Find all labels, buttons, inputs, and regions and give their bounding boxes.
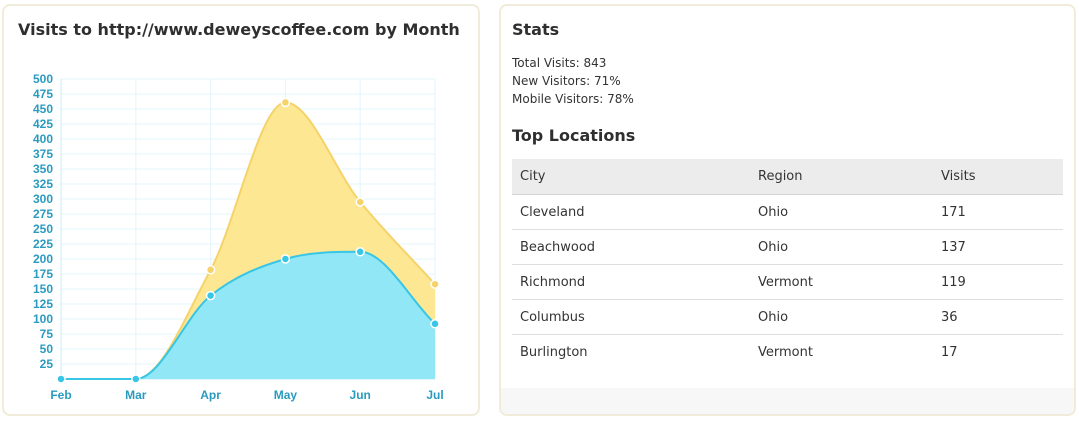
data-point[interactable] [430, 279, 440, 289]
data-point[interactable] [355, 247, 365, 257]
column-header-city: City [512, 159, 750, 195]
stats-card: Stats Total Visits: 843 New Visitors: 71… [499, 4, 1076, 416]
top-locations-title: Top Locations [512, 126, 636, 145]
y-tick-label: 500 [33, 72, 53, 86]
stats-card-footer [501, 388, 1074, 414]
city-cell: Richmond [512, 264, 750, 300]
region-cell: Ohio [750, 229, 933, 265]
y-tick-label: 375 [33, 147, 53, 161]
city-cell: Columbus [512, 299, 750, 335]
x-tick-label: Jun [350, 388, 371, 402]
y-tick-label: 125 [33, 297, 53, 311]
x-tick-label: Apr [200, 388, 221, 402]
region-cell: Vermont [758, 344, 813, 360]
y-tick-label: 150 [33, 282, 53, 296]
data-point[interactable] [131, 374, 141, 384]
table-header-row: City Region Visits [512, 159, 1063, 195]
total-visits-stat: Total Visits: 843 [512, 56, 607, 70]
y-tick-label: 250 [33, 222, 53, 236]
data-point[interactable] [355, 197, 365, 207]
y-tick-label: 450 [33, 102, 53, 116]
data-point[interactable] [280, 254, 291, 264]
table-row: Columbus Ohio 36 [512, 299, 1063, 335]
column-header-visits: Visits [933, 159, 1063, 195]
visits-cell: 17 [941, 344, 958, 360]
y-tick-label: 475 [33, 87, 53, 101]
data-point[interactable] [430, 319, 440, 329]
y-tick-label: 400 [33, 132, 53, 146]
visits-cell: 137 [933, 229, 1063, 265]
stats-title: Stats [512, 20, 560, 39]
city-cell: Beachwood [512, 229, 750, 265]
region-cell: Ohio [750, 194, 933, 230]
x-tick-label: Mar [125, 388, 147, 402]
city-cell: Cleveland [512, 194, 750, 230]
region-cell: Ohio [750, 299, 933, 335]
y-tick-label: 175 [33, 267, 53, 281]
x-tick-label: Feb [50, 388, 71, 402]
y-tick-label: 350 [33, 162, 53, 176]
y-tick-label: 75 [40, 327, 54, 341]
column-header-region: Region [750, 159, 933, 195]
table-row: Richmond Vermont 119 [512, 264, 1063, 300]
data-point[interactable] [205, 265, 216, 275]
y-tick-label: 50 [40, 342, 54, 356]
visits-cell: 36 [933, 299, 1063, 335]
data-point[interactable] [56, 374, 66, 384]
y-tick-label: 275 [33, 207, 53, 221]
mobile-visitors-stat: Mobile Visitors: 78% [512, 92, 634, 106]
y-tick-label: 425 [33, 117, 53, 131]
visits-chart-card: Visits to http://www.deweyscoffee.com by… [2, 4, 480, 416]
visits-area-chart: 2550751001251501752002252502753003253503… [33, 72, 444, 402]
y-tick-label: 300 [33, 192, 53, 206]
y-tick-label: 100 [33, 312, 53, 326]
y-tick-label: 25 [40, 357, 54, 371]
y-tick-label: 325 [33, 177, 53, 191]
series-area-1 [61, 251, 435, 379]
data-point[interactable] [205, 290, 216, 301]
new-visitors-stat: New Visitors: 71% [512, 74, 621, 88]
x-tick-label: Jul [426, 388, 443, 402]
table-row: Burlington Vermont 17 [512, 335, 1063, 370]
table-row: Cleveland Ohio 171 [512, 194, 1063, 230]
y-tick-label: 200 [33, 252, 53, 266]
table-row: Beachwood Ohio 137 [512, 229, 1063, 265]
y-tick-label: 225 [33, 237, 53, 251]
chart-title: Visits to http://www.deweyscoffee.com by… [18, 20, 460, 39]
visits-cell: 119 [933, 264, 1063, 300]
data-point[interactable] [280, 97, 291, 108]
x-tick-label: May [274, 388, 298, 402]
top-locations-table: City Region Visits Cleveland Ohio 171 Be… [512, 159, 1063, 369]
region-cell: Vermont [750, 264, 933, 300]
visits-cell: 171 [933, 194, 1063, 230]
city-cell: Burlington [520, 344, 588, 360]
